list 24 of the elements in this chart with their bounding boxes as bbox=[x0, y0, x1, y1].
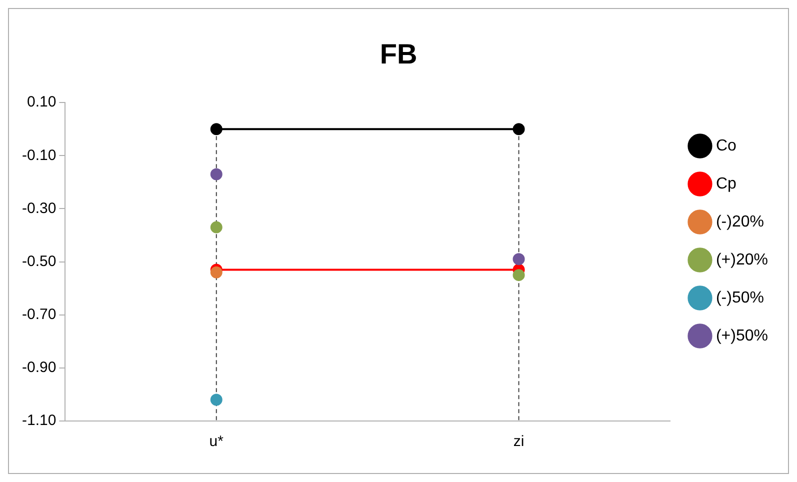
legend-label: (+)20% bbox=[716, 251, 768, 268]
y-tick-label: -0.50 bbox=[22, 252, 56, 270]
legend-label: Co bbox=[716, 137, 737, 154]
y-tick-label: -0.90 bbox=[22, 359, 56, 376]
legend-label: (-)20% bbox=[716, 213, 764, 230]
x-tick-label: zi bbox=[513, 433, 524, 450]
chart-title: FB bbox=[380, 38, 418, 70]
y-tick-label: -0.10 bbox=[22, 146, 56, 164]
point bbox=[210, 123, 222, 136]
point bbox=[210, 168, 222, 180]
point bbox=[210, 221, 222, 234]
y-tick-label: -0.70 bbox=[22, 306, 56, 324]
point bbox=[512, 253, 525, 266]
x-tick-label: u* bbox=[209, 433, 224, 450]
point bbox=[210, 266, 222, 278]
y-tick-label: -1.10 bbox=[22, 412, 56, 430]
y-tick-label: 0.10 bbox=[26, 94, 56, 111]
point bbox=[512, 123, 525, 136]
point bbox=[210, 394, 222, 406]
legend-label: Cp bbox=[716, 175, 737, 192]
point bbox=[512, 269, 525, 282]
y-tick-label: -0.30 bbox=[22, 200, 56, 217]
legend-label: (+)50% bbox=[716, 327, 768, 344]
legend-label: (-)50% bbox=[716, 289, 764, 306]
